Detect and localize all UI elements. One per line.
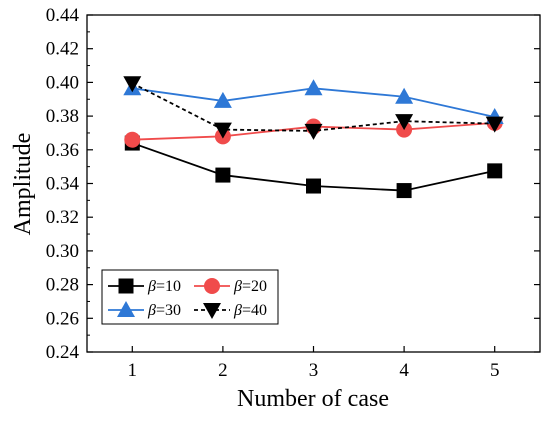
y-tick-label: 0.40 [46, 72, 79, 93]
legend-label-symbol: β [233, 278, 242, 295]
series-0 [124, 135, 503, 199]
legend-item: β=30 [108, 301, 181, 319]
data-point [213, 122, 232, 139]
x-axis-title: Number of case [237, 386, 389, 412]
legend: β=10 β=20β=30 β=40 [101, 269, 279, 325]
axis-ticks: 1 2 3 4 5 0.24 0.26 0.28 0.30 0.32 0.34 0.36 0.38 0.4… [46, 5, 540, 381]
legend-label-value: =20 [242, 278, 267, 295]
y-tick-label: 0.36 [46, 140, 79, 161]
y-tick-label: 0.38 [46, 106, 79, 127]
x-tick-label: 1 [128, 360, 138, 381]
series-layer [123, 76, 504, 199]
legend-item: β=10 [108, 278, 181, 295]
legend-marker [117, 301, 135, 317]
legend-label: β=30 [147, 302, 181, 319]
data-point [304, 123, 323, 140]
x-tick-label: 4 [399, 360, 409, 381]
y-axis-title: Amplitude [10, 133, 36, 236]
y-tick-label: 0.32 [46, 207, 79, 228]
data-point [123, 76, 142, 93]
data-point [124, 131, 141, 148]
y-tick-label: 0.26 [46, 308, 79, 329]
legend-marker [203, 303, 221, 319]
legend-label-value: =40 [242, 302, 267, 319]
legend-label: β=40 [233, 302, 267, 319]
y-tick-label: 0.34 [46, 174, 80, 195]
legend-item: β=20 [194, 278, 267, 295]
data-point [396, 183, 412, 199]
y-tick-label: 0.24 [46, 342, 80, 363]
y-tick-label: 0.28 [46, 275, 79, 296]
x-tick-label: 2 [218, 360, 228, 381]
legend-label-value: =10 [156, 278, 181, 295]
legend-item: β=40 [194, 302, 267, 319]
legend-label-symbol: β [233, 302, 242, 319]
data-point [306, 178, 321, 194]
data-point [487, 163, 503, 179]
legend-marker [118, 278, 134, 294]
legend-marker [204, 278, 220, 294]
legend-label: β=20 [233, 278, 267, 295]
data-point [215, 167, 231, 183]
legend-label-symbol: β [147, 278, 156, 295]
data-point [304, 79, 323, 96]
data-point [485, 116, 504, 133]
x-tick-label: 5 [490, 360, 500, 381]
y-tick-label: 0.44 [46, 5, 80, 26]
legend-label: β=10 [147, 278, 181, 295]
series-3 [123, 76, 504, 140]
data-point [395, 87, 414, 104]
legend-label-value: =30 [156, 302, 181, 319]
x-tick-label: 3 [309, 360, 319, 381]
legend-label-symbol: β [147, 302, 156, 319]
y-tick-label: 0.30 [46, 241, 79, 262]
data-point [213, 91, 232, 108]
series-2 [123, 79, 504, 124]
y-tick-label: 0.42 [46, 39, 79, 60]
data-point [395, 114, 414, 131]
